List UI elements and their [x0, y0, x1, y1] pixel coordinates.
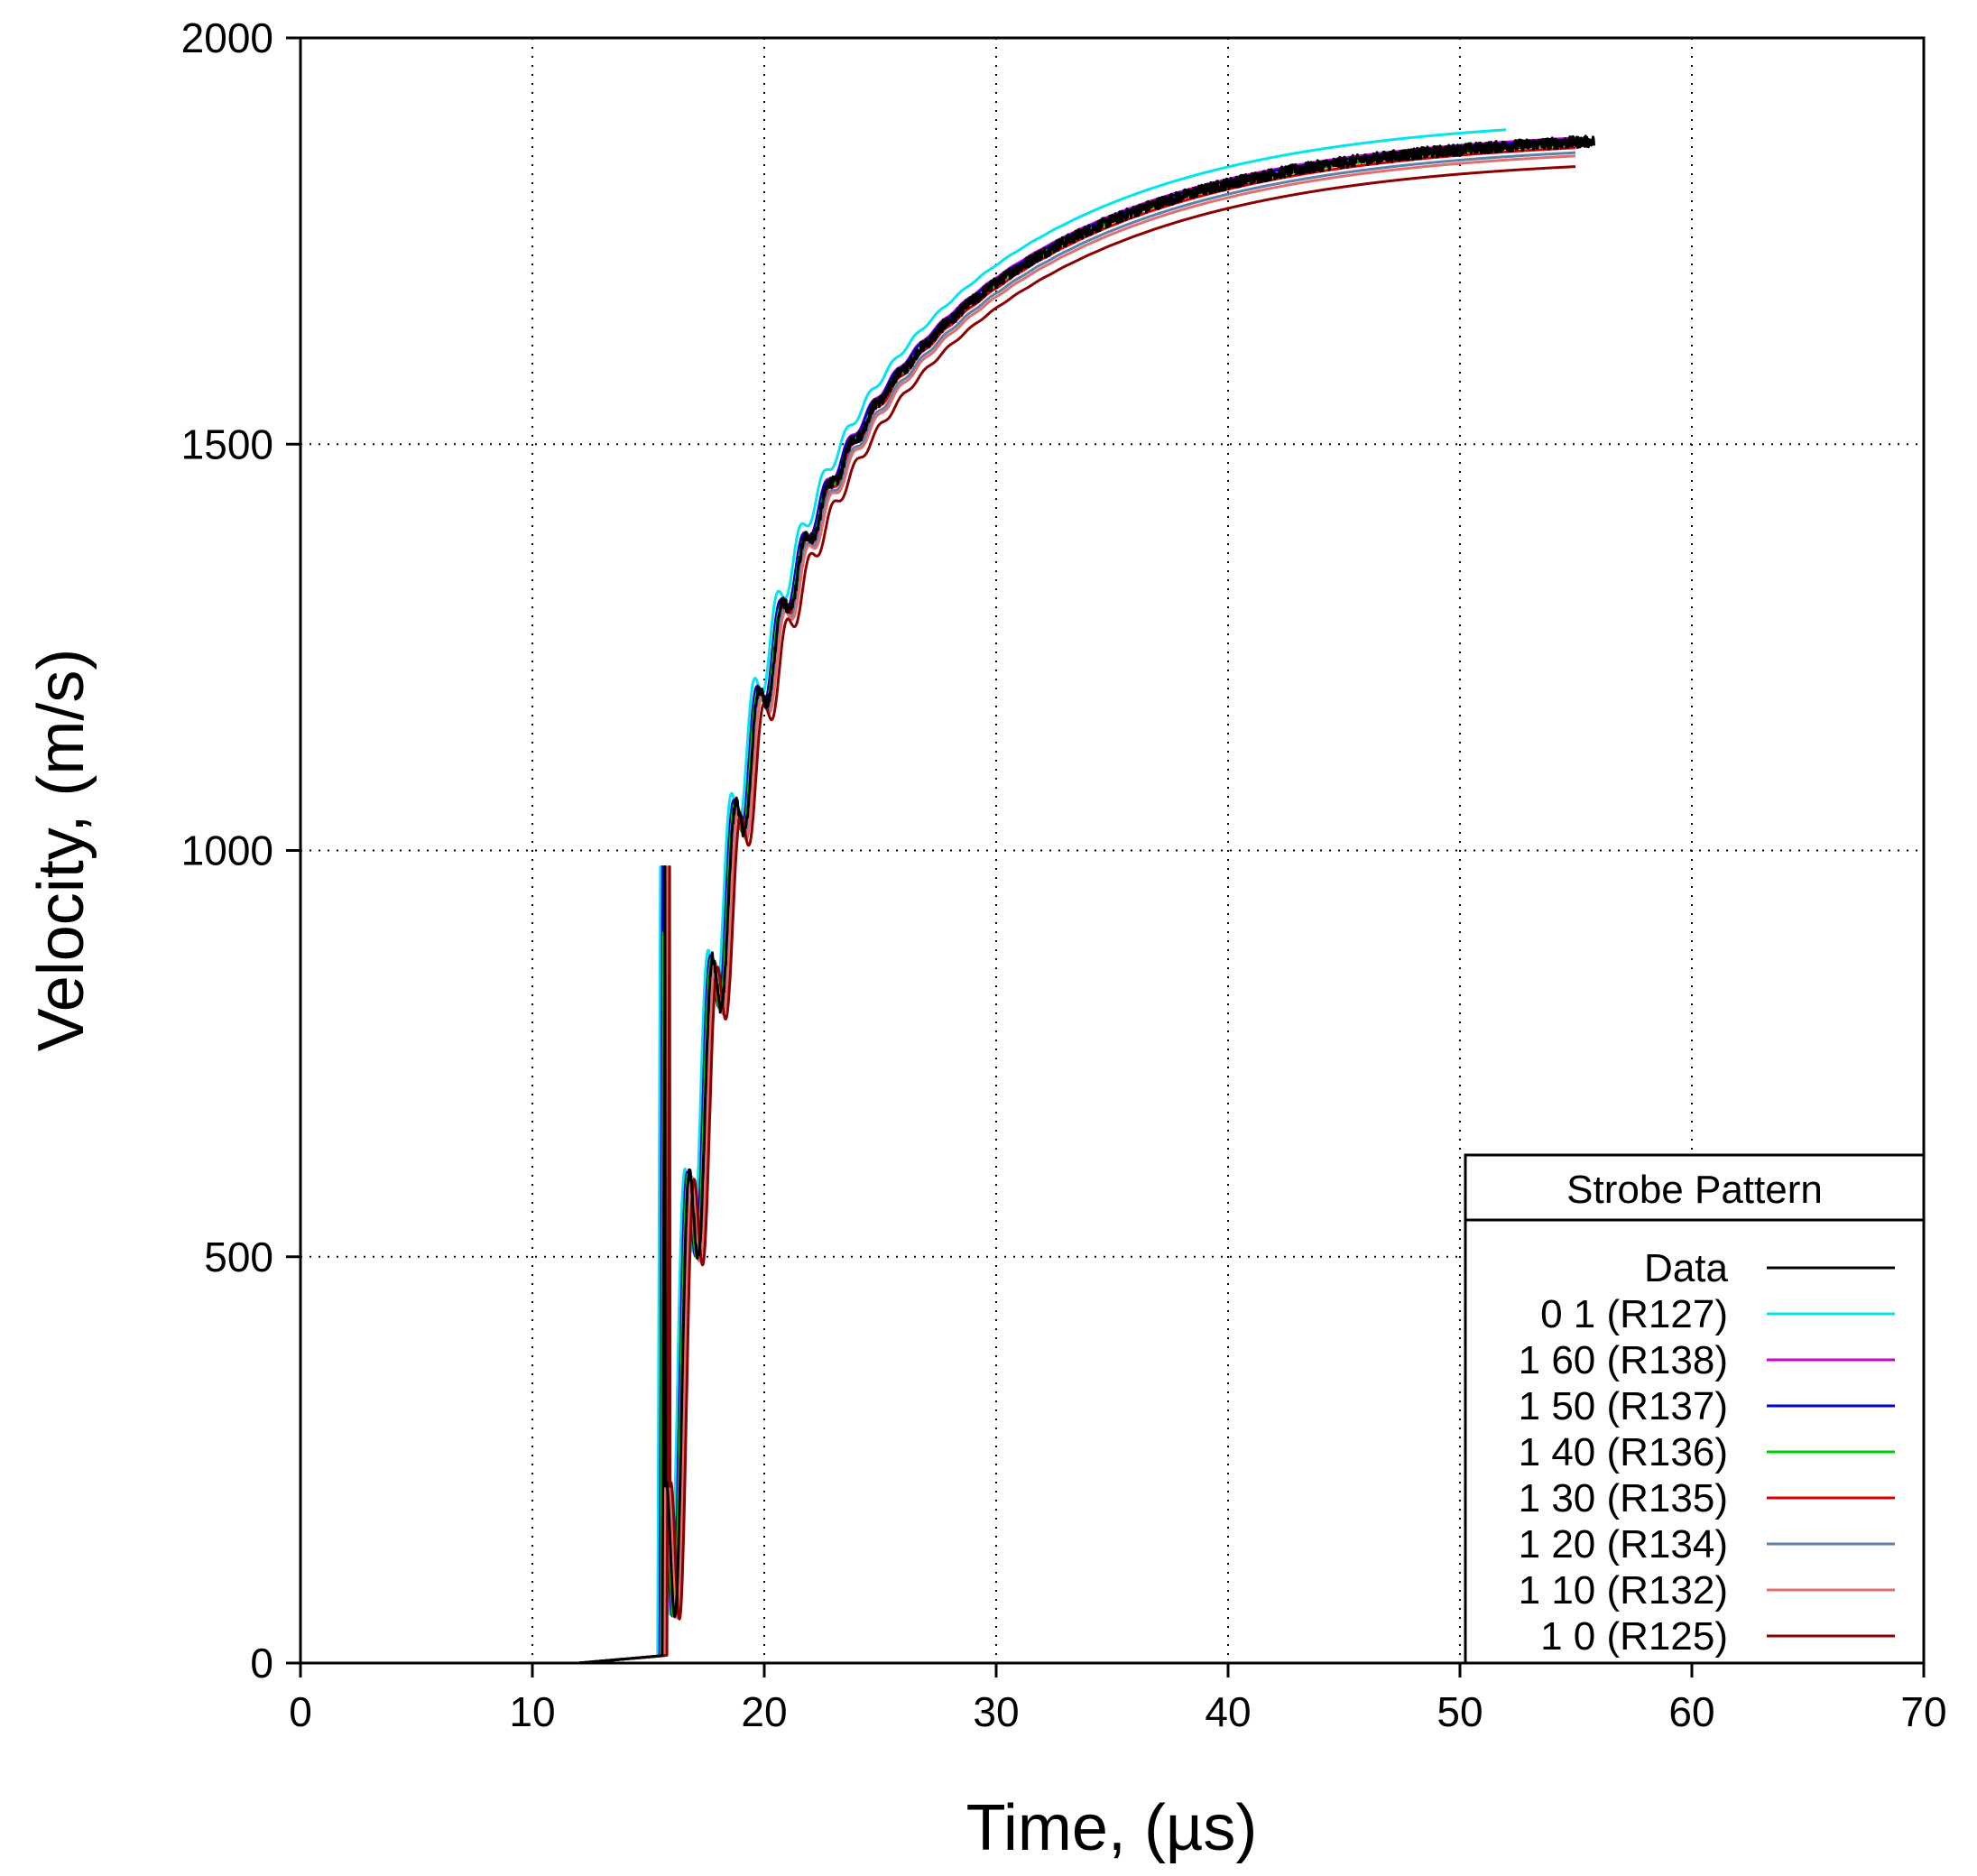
y-tick-label: 0 — [250, 1640, 273, 1687]
x-tick-label: 60 — [1668, 1688, 1714, 1735]
x-tick-label: 70 — [1900, 1688, 1946, 1735]
legend-box — [1464, 1153, 1926, 1665]
legend-label: 1 50 (R137) — [1519, 1384, 1728, 1428]
legend-label: 1 10 (R132) — [1519, 1568, 1728, 1613]
y-tick-label: 2000 — [181, 14, 273, 61]
legend-label: 1 0 (R125) — [1540, 1614, 1728, 1659]
series-line-data — [577, 134, 1595, 1663]
x-tick-label: 10 — [509, 1688, 555, 1735]
legend-label: 1 40 (R136) — [1519, 1430, 1728, 1474]
series-line-0-1-r127 — [577, 128, 1507, 1663]
x-tick-label: 20 — [741, 1688, 787, 1735]
y-tick-label: 1500 — [181, 420, 273, 467]
legend-label: Data — [1644, 1246, 1728, 1290]
y-tick-label: 500 — [204, 1234, 273, 1280]
legend-label: 0 1 (R127) — [1540, 1292, 1728, 1336]
x-tick-label: 30 — [973, 1688, 1019, 1735]
x-axis-title: Time, (µs) — [966, 1792, 1258, 1864]
series-layer — [577, 128, 1595, 1663]
legend-label: 1 60 (R138) — [1519, 1338, 1728, 1382]
legend-title: Strobe Pattern — [1566, 1168, 1823, 1212]
legend-label: 1 20 (R134) — [1519, 1522, 1728, 1566]
x-tick-label: 50 — [1437, 1688, 1483, 1735]
y-tick-label: 1000 — [181, 827, 273, 874]
axis-ticks: 0 10 20 30 40 50 60 70 0 500 1000 1500 2000 — [181, 14, 1947, 1735]
y-axis-title: Velocity, (m/s) — [25, 649, 97, 1052]
legend-label: 1 30 (R135) — [1519, 1476, 1728, 1520]
x-tick-label: 0 — [289, 1688, 312, 1735]
x-tick-label: 40 — [1205, 1688, 1251, 1735]
